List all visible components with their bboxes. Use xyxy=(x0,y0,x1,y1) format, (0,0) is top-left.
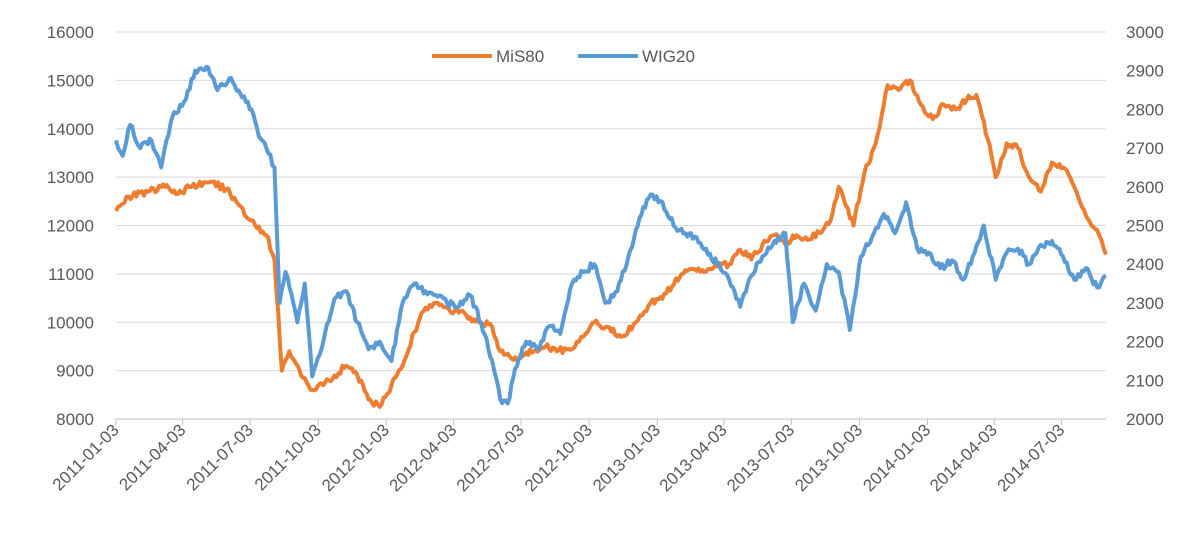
x-tick-label: 2012-10-03 xyxy=(521,420,596,495)
left-tick-label: 11000 xyxy=(48,265,94,284)
right-tick-label: 2400 xyxy=(1126,255,1164,274)
right-tick-label: 2600 xyxy=(1126,178,1164,197)
series-lines xyxy=(114,64,1108,409)
right-tick-label: 2500 xyxy=(1126,217,1164,236)
left-tick-label: 14000 xyxy=(47,120,94,139)
left-tick-label: 8000 xyxy=(56,410,94,429)
right-tick-label: 2900 xyxy=(1126,62,1164,81)
x-tick-label: 2011-07-03 xyxy=(183,420,257,494)
x-tick-label: 2011-04-03 xyxy=(115,420,189,494)
x-tick-label: 2013-07-03 xyxy=(723,420,798,495)
right-tick-label: 2200 xyxy=(1126,333,1164,352)
left-tick-label: 16000 xyxy=(47,23,94,42)
x-axis: 2011-01-032011-04-032011-07-032011-10-03… xyxy=(49,418,1106,495)
x-tick-label: 2013-10-03 xyxy=(791,420,866,495)
x-tick-label: 2014-04-03 xyxy=(926,420,1001,495)
left-tick-label: 10000 xyxy=(47,313,94,332)
right-tick-label: 2000 xyxy=(1126,410,1164,429)
right-tick-label: 2800 xyxy=(1126,100,1164,119)
right-tick-label: 2300 xyxy=(1126,294,1164,313)
x-tick-label: 2011-01-03 xyxy=(49,420,123,494)
left-tick-label: 12000 xyxy=(47,217,94,236)
x-tick-label: 2012-07-03 xyxy=(453,420,528,495)
left-y-axis: 8000 9000 10000 11000 12000 13000 14000 15000 16… xyxy=(47,23,94,429)
left-tick-label: 13000 xyxy=(47,168,94,187)
left-tick-label: 9000 xyxy=(56,362,94,381)
x-tick-label: 2013-01-03 xyxy=(589,420,664,495)
series-line-mis80 xyxy=(114,78,1108,409)
x-tick-label: 2013-04-03 xyxy=(656,420,731,495)
left-tick-label: 15000 xyxy=(47,71,94,90)
legend-label-wig20: WIG20 xyxy=(642,47,695,66)
right-tick-label: 3000 xyxy=(1126,23,1164,42)
x-tick-label: 2012-04-03 xyxy=(386,420,461,495)
legend-label-mis80: MiS80 xyxy=(496,47,544,66)
right-tick-label: 2700 xyxy=(1126,139,1164,158)
gridlines xyxy=(116,31,1106,420)
series-line-wig20 xyxy=(114,64,1107,406)
right-y-axis: 2000 2100 2200 2300 2400 2500 2600 2700 2800 2900… xyxy=(1126,23,1164,429)
x-tick-label: 2011-10-03 xyxy=(251,420,325,494)
x-tick-label: 2014-01-03 xyxy=(859,420,934,495)
x-tick-label: 2012-01-03 xyxy=(318,420,393,495)
x-tick-label: 2014-07-03 xyxy=(993,420,1068,495)
legend: MiS80 WIG20 xyxy=(432,47,695,66)
right-tick-label: 2100 xyxy=(1126,371,1164,390)
